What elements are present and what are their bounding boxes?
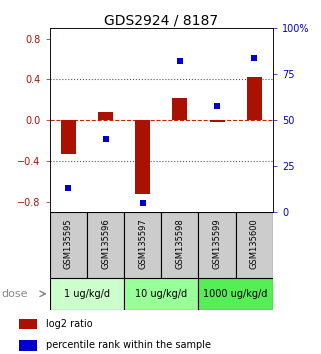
Text: 1000 ug/kg/d: 1000 ug/kg/d (204, 289, 268, 299)
Bar (247, 78, 262, 120)
Title: GDS2924 / 8187: GDS2924 / 8187 (104, 13, 218, 27)
Bar (50, 278, 124, 310)
Text: log2 ratio: log2 ratio (47, 319, 93, 329)
Text: 10 ug/kg/d: 10 ug/kg/d (135, 289, 187, 299)
Bar (50, 212, 87, 278)
Bar (161, 212, 198, 278)
Text: GSM135599: GSM135599 (213, 218, 221, 269)
Bar (87, 212, 124, 278)
Bar (135, 120, 150, 194)
Text: GSM135598: GSM135598 (175, 218, 184, 269)
Text: GSM135600: GSM135600 (250, 218, 259, 269)
Bar (61, 120, 76, 154)
Bar (124, 212, 161, 278)
Bar (236, 212, 273, 278)
Bar (19, 340, 37, 350)
Bar (19, 319, 37, 329)
Text: percentile rank within the sample: percentile rank within the sample (47, 340, 212, 350)
Text: GSM135597: GSM135597 (138, 218, 147, 269)
Bar (98, 112, 113, 120)
Text: GSM135596: GSM135596 (101, 218, 110, 269)
Bar (124, 278, 198, 310)
Text: 1 ug/kg/d: 1 ug/kg/d (64, 289, 110, 299)
Bar (198, 278, 273, 310)
Text: GSM135595: GSM135595 (64, 218, 73, 269)
Bar (198, 212, 236, 278)
Text: dose: dose (2, 289, 28, 299)
Bar (172, 98, 187, 120)
Bar (210, 120, 224, 122)
